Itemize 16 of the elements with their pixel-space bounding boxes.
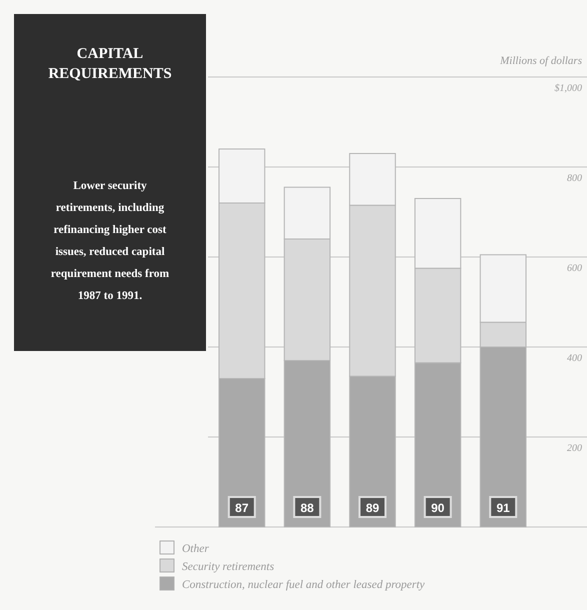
chart-title: CAPITAL REQUIREMENTS: [48, 46, 172, 82]
y-axis-title: Millions of dollars: [499, 55, 582, 67]
legend-label: Security retirements: [182, 561, 275, 573]
x-tick-label: 87: [235, 501, 249, 515]
y-tick-label: 800: [567, 173, 582, 184]
text: Lower security retirements, including refinancing higher cost issues, reduced capital requirement needs from 1987 to 1991.: [50, 180, 170, 302]
x-tick-label: 88: [300, 501, 314, 515]
legend-label: Construction, nuclear fuel and other leased property: [182, 579, 426, 591]
y-tick-label: 600: [567, 263, 582, 274]
legend-label: Other: [182, 543, 210, 555]
y-tick-label: 400: [567, 353, 582, 364]
y-tick-label: 200: [567, 443, 582, 454]
x-tick-label: 91: [496, 501, 510, 515]
y-tick-label: $1,000: [554, 83, 582, 94]
x-tick-label: 90: [431, 501, 445, 515]
x-tick-label: 89: [366, 501, 380, 515]
